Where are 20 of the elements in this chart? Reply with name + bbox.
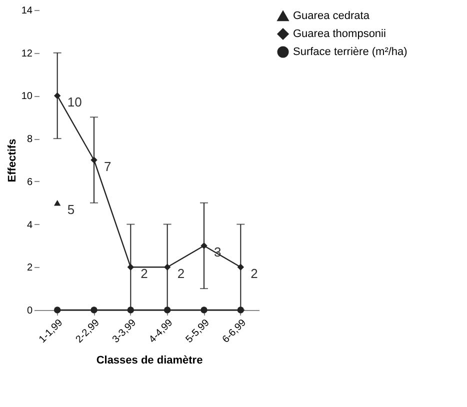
data-label: 7: [104, 159, 112, 174]
legend-label: Guarea thompsonii: [293, 28, 386, 40]
legend-label: Guarea cedrata: [293, 10, 370, 22]
y-tick-label: 10: [21, 91, 33, 102]
y-tick-label: 6: [26, 176, 33, 188]
data-label: 2: [250, 266, 258, 282]
data-label: 10: [67, 94, 82, 110]
y-tick-label: 12: [21, 48, 33, 60]
data-label: 2: [140, 266, 148, 282]
y-tick-label: 8: [26, 134, 33, 146]
y-tick-label: 2: [26, 262, 33, 274]
data-label: 5: [67, 202, 75, 217]
y-axis-title: Effectifs: [6, 138, 18, 182]
legend-label: Surface terrière (m²/ha): [293, 46, 408, 58]
y-tick-label: 4: [26, 220, 33, 231]
y-tick-label: 0: [26, 306, 33, 316]
point: [54, 200, 61, 206]
x-axis-title: Classes de diamètre: [96, 354, 203, 367]
y-tick-label: 14: [21, 6, 33, 16]
data-label: 2: [177, 266, 185, 282]
